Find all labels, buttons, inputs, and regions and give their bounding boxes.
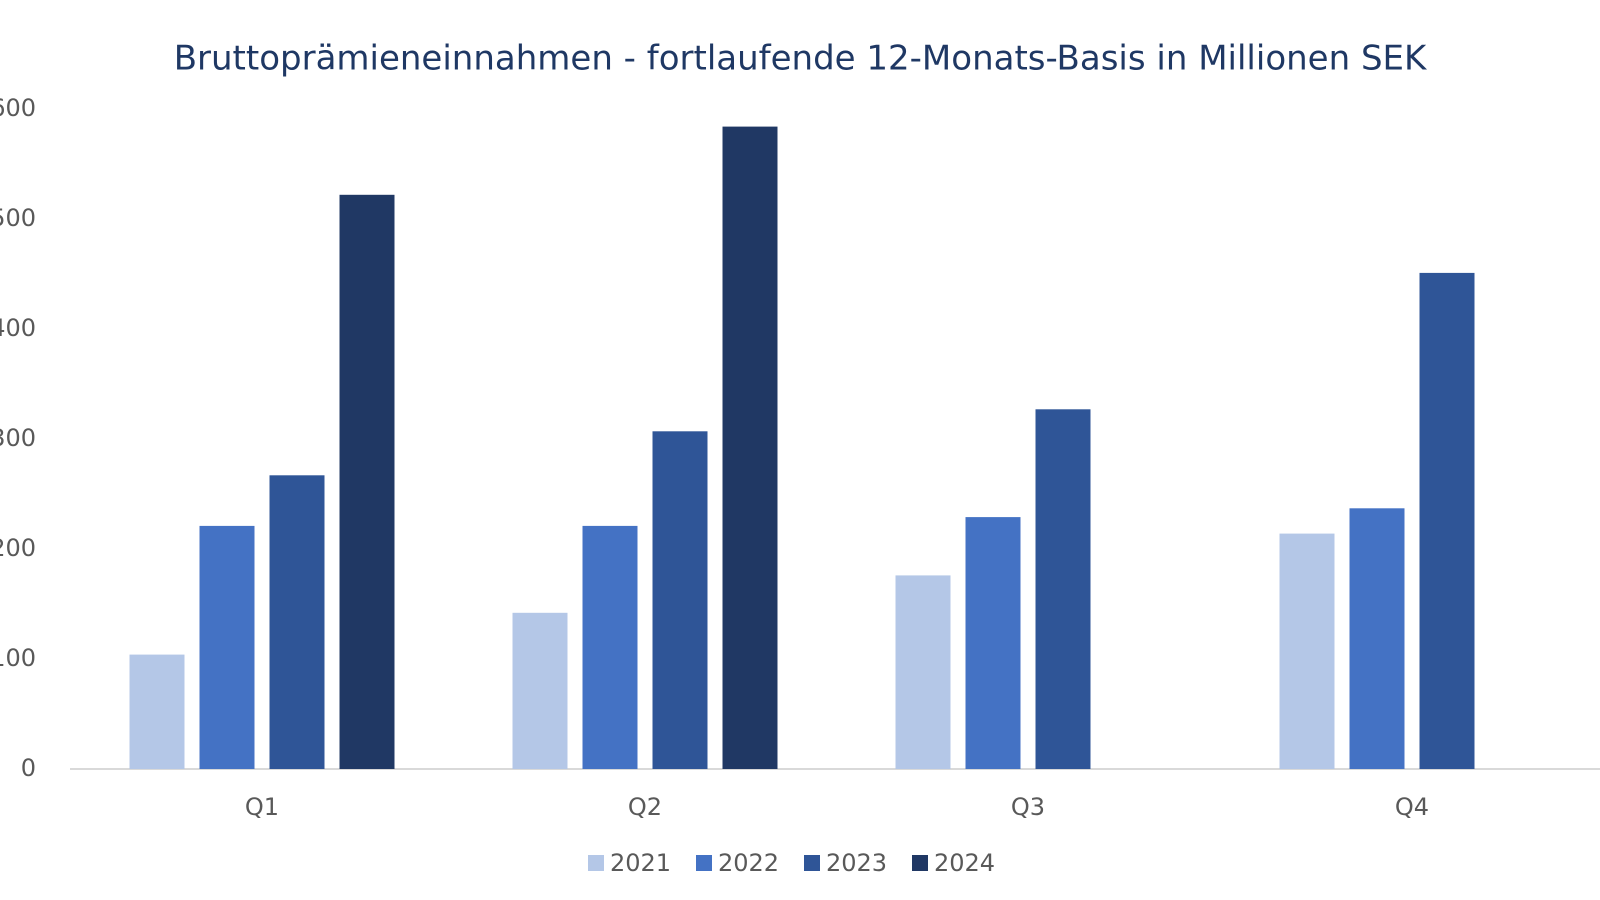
y-tick-label: 600 xyxy=(0,94,36,122)
x-tick-label: Q3 xyxy=(1011,793,1045,821)
y-tick-label: 0 xyxy=(21,754,36,782)
y-tick-label: 200 xyxy=(0,534,36,562)
bar xyxy=(722,126,778,770)
y-tick-label: 400 xyxy=(0,314,36,342)
legend-swatch xyxy=(696,855,712,871)
bar xyxy=(965,517,1021,769)
bar xyxy=(339,194,395,770)
legend-label: 2024 xyxy=(934,849,995,877)
y-tick-label: 500 xyxy=(0,204,36,232)
chart-title: Bruttoprämieneinnahmen - fortlaufende 12… xyxy=(174,39,1428,79)
bar xyxy=(895,575,951,769)
x-tick-label: Q1 xyxy=(245,793,279,821)
bar xyxy=(1349,508,1405,769)
x-tick-label: Q2 xyxy=(628,793,662,821)
bar xyxy=(129,654,185,769)
bar xyxy=(1419,272,1475,769)
bar xyxy=(582,525,638,769)
bar xyxy=(1035,409,1091,769)
bar xyxy=(1279,533,1335,769)
y-tick-label: 100 xyxy=(0,644,36,672)
bar xyxy=(652,431,708,769)
bar xyxy=(269,475,325,769)
bar xyxy=(199,525,255,769)
y-tick-label: 300 xyxy=(0,424,36,452)
legend-swatch xyxy=(912,855,928,871)
legend-swatch xyxy=(588,855,604,871)
legend-label: 2023 xyxy=(826,849,887,877)
x-tick-label: Q4 xyxy=(1395,793,1429,821)
legend-label: 2021 xyxy=(610,849,671,877)
legend-swatch xyxy=(804,855,820,871)
legend-label: 2022 xyxy=(718,849,779,877)
bar xyxy=(512,612,568,769)
